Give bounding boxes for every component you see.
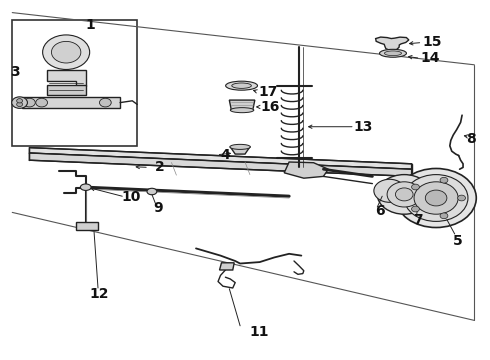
Circle shape xyxy=(425,190,447,206)
Text: 3: 3 xyxy=(10,65,20,79)
Circle shape xyxy=(396,168,476,228)
Ellipse shape xyxy=(230,144,250,149)
Circle shape xyxy=(43,35,90,69)
Circle shape xyxy=(374,179,405,202)
Circle shape xyxy=(395,188,413,201)
Ellipse shape xyxy=(230,108,254,113)
Circle shape xyxy=(377,175,431,214)
Text: 15: 15 xyxy=(422,36,442,49)
Ellipse shape xyxy=(147,188,157,195)
Text: 9: 9 xyxy=(153,201,163,215)
Polygon shape xyxy=(376,37,409,51)
Polygon shape xyxy=(284,162,328,178)
Ellipse shape xyxy=(385,51,402,55)
Circle shape xyxy=(51,41,81,63)
Text: 16: 16 xyxy=(261,100,280,114)
Polygon shape xyxy=(230,147,250,154)
Text: 12: 12 xyxy=(89,288,109,301)
Circle shape xyxy=(412,184,419,190)
Text: 6: 6 xyxy=(375,204,385,217)
Polygon shape xyxy=(229,100,255,110)
Polygon shape xyxy=(220,263,234,270)
Text: 11: 11 xyxy=(249,325,269,339)
Text: 1: 1 xyxy=(86,18,96,32)
Circle shape xyxy=(412,206,419,212)
Text: 14: 14 xyxy=(420,51,440,65)
Text: 2: 2 xyxy=(154,161,164,174)
Circle shape xyxy=(12,97,27,108)
Ellipse shape xyxy=(232,83,251,88)
Polygon shape xyxy=(47,70,86,86)
Polygon shape xyxy=(22,97,120,108)
Text: 8: 8 xyxy=(466,132,476,145)
Polygon shape xyxy=(47,85,86,95)
Circle shape xyxy=(17,102,23,107)
Polygon shape xyxy=(76,222,98,230)
Circle shape xyxy=(404,175,468,221)
Circle shape xyxy=(24,98,35,107)
Circle shape xyxy=(387,182,421,207)
Circle shape xyxy=(99,98,111,107)
Ellipse shape xyxy=(379,49,407,57)
Circle shape xyxy=(17,99,23,103)
Text: 10: 10 xyxy=(122,190,141,204)
Text: 7: 7 xyxy=(413,213,422,226)
Text: 4: 4 xyxy=(220,148,230,162)
Circle shape xyxy=(440,177,448,183)
Polygon shape xyxy=(29,153,412,176)
Bar xyxy=(12,20,137,146)
Text: 17: 17 xyxy=(258,85,278,99)
Circle shape xyxy=(414,182,458,214)
Circle shape xyxy=(458,195,466,201)
Circle shape xyxy=(440,213,448,219)
Text: 13: 13 xyxy=(354,120,373,134)
Ellipse shape xyxy=(80,184,91,190)
Circle shape xyxy=(36,98,48,107)
Text: 5: 5 xyxy=(453,234,463,248)
Polygon shape xyxy=(29,148,412,169)
Ellipse shape xyxy=(225,81,258,90)
